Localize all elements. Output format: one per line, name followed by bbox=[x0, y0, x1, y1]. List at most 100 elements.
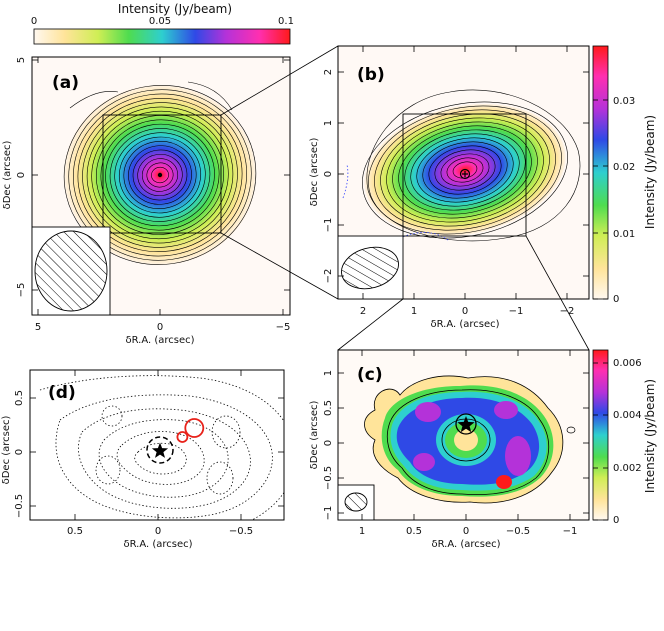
panel-c-star-marker bbox=[457, 416, 475, 433]
colorbar-c-gradient bbox=[592, 349, 609, 521]
panel-b-label: (b) bbox=[357, 65, 385, 85]
colorbar-b-tick-1: 0.01 bbox=[613, 229, 635, 240]
panel-b-beam-ellipse bbox=[341, 246, 399, 290]
panel-a-star-marker bbox=[157, 172, 163, 178]
panel-c-xtick-0: 1 bbox=[359, 526, 365, 537]
panel-b-frame bbox=[337, 45, 590, 300]
panel-b-star-circle bbox=[459, 168, 471, 180]
panel-a-xtick-2: −5 bbox=[276, 322, 291, 333]
panel-a-xtick-1: 0 bbox=[157, 322, 163, 333]
panel-a-ticks bbox=[32, 57, 290, 315]
panel-d-frame bbox=[29, 369, 285, 521]
panel-b-ytick-0: 2 bbox=[323, 69, 334, 75]
panel-a-contour-level bbox=[68, 89, 252, 261]
panel-c-emission bbox=[364, 375, 576, 504]
panel-c-xlabel: δR.A. (arcsec) bbox=[431, 539, 500, 550]
colorbar-c-label: Intensity (Jy/beam) bbox=[643, 379, 657, 493]
panel-b-contour-outer bbox=[366, 89, 581, 242]
panel-d: (d) 0.5 0 −0.5 δR.A. (arcsec) 0.5 0 −0.5… bbox=[1, 369, 285, 550]
panel-b-contour-level bbox=[422, 141, 508, 199]
panel-d-red-circle bbox=[176, 431, 189, 443]
panel-c-xtick-2: 0 bbox=[463, 526, 469, 537]
panel-d-red-circles bbox=[176, 418, 205, 443]
panel-b-contour-level bbox=[374, 109, 556, 231]
colorbar-b-tick-3: 0.03 bbox=[613, 96, 635, 107]
panel-b: (b) 2 1 0 −1 −2 δR.A. (arcsec) 2 1 0 −1 … bbox=[309, 45, 657, 330]
panel-c-ticks bbox=[338, 350, 589, 520]
panel-b-contour-level bbox=[410, 133, 520, 207]
panel-d-dashed-circle bbox=[146, 436, 174, 464]
colorbar-c-tick-0: 0 bbox=[613, 515, 619, 526]
zoom-connector-b-c-right bbox=[525, 235, 590, 351]
colorbar-c-tick-1: 0.002 bbox=[613, 463, 642, 474]
panel-a-contour-level bbox=[91, 110, 229, 240]
panel-c-ytick-1: 0.5 bbox=[323, 400, 334, 416]
panel-a-contour-level bbox=[141, 158, 179, 192]
panel-a-xtick-0: 5 bbox=[35, 322, 41, 333]
panel-a-contour-level bbox=[132, 149, 188, 201]
panel-a-contour-level bbox=[146, 162, 174, 188]
panel-b-star-cross bbox=[462, 171, 468, 177]
panel-b-contour-level bbox=[380, 113, 550, 227]
panel-d-red-circle bbox=[184, 418, 205, 438]
panel-d-ytick-1: 0 bbox=[14, 449, 25, 455]
panel-a-contour-level bbox=[118, 136, 202, 214]
panel-b-contour-level bbox=[446, 157, 484, 183]
panel-d-xtick-0: 0.5 bbox=[67, 526, 83, 537]
panel-a-contours bbox=[63, 85, 257, 265]
panel-d-xtick-2: −0.5 bbox=[229, 526, 253, 537]
panel-c-ylabel: δDec (arcsec) bbox=[309, 400, 320, 469]
panel-a-contour-level bbox=[77, 97, 243, 253]
panel-b-contour-level bbox=[398, 125, 532, 215]
panel-b-contour-level bbox=[416, 137, 514, 203]
panel-b-xtick-0: 2 bbox=[360, 306, 366, 317]
panel-b-ytick-4: −2 bbox=[323, 269, 334, 284]
panel-a-contour-level bbox=[109, 128, 211, 222]
panel-b-xlabel: δR.A. (arcsec) bbox=[430, 319, 499, 330]
colorbar-b-tick-0: 0 bbox=[613, 294, 619, 305]
panel-d-xtick-1: 0 bbox=[155, 526, 161, 537]
panel-b-ticks bbox=[338, 46, 589, 299]
panel-a-contour-level bbox=[137, 153, 183, 197]
panel-a-contour-level bbox=[86, 106, 234, 244]
panel-c-frame bbox=[337, 349, 590, 521]
colorbar-top-label: Intensity (Jy/beam) bbox=[118, 2, 232, 16]
panel-c-star-circle bbox=[455, 413, 477, 435]
panel-d-ytick-0: 0.5 bbox=[14, 390, 25, 406]
panel-b-ylabel: δDec (arcsec) bbox=[309, 137, 320, 206]
panel-d-ylabel: δDec (arcsec) bbox=[1, 415, 12, 484]
colorbar-top-tick-2: 0.1 bbox=[278, 16, 294, 27]
colorbar-top-gradient bbox=[33, 28, 291, 45]
panel-b-contour-level bbox=[440, 153, 490, 187]
panel-c-beam-ellipse bbox=[344, 492, 368, 512]
panel-a-contour-level bbox=[114, 132, 206, 218]
panel-a-contour-level bbox=[82, 102, 238, 248]
zoom-connector-a-b-top bbox=[220, 45, 339, 116]
colorbar-top-tick-1: 0.05 bbox=[149, 16, 171, 27]
zoom-connector-a-b-bottom bbox=[220, 232, 339, 300]
panel-a-ytick-0: 5 bbox=[16, 57, 27, 63]
panel-c-ytick-0: 1 bbox=[323, 370, 334, 376]
panel-b-contours bbox=[362, 89, 581, 242]
panel-a: (a) 5 0 −5 δR.A. (arcsec) 5 0 −5 δDec (a… bbox=[2, 56, 291, 346]
panel-a-zoom-box bbox=[102, 114, 222, 234]
colorbar-c-tick-2: 0.004 bbox=[613, 410, 642, 421]
panel-b-xtick-2: 0 bbox=[462, 306, 468, 317]
panel-b-contour-level bbox=[392, 121, 538, 219]
panel-b-contour-level bbox=[368, 105, 562, 235]
panel-b-contour-level bbox=[428, 145, 502, 195]
panel-a-xlabel: δR.A. (arcsec) bbox=[125, 335, 194, 346]
panel-b-ytick-1: 1 bbox=[323, 120, 334, 126]
zoom-connector-b-c-left bbox=[337, 298, 404, 351]
panel-b-contour-level bbox=[434, 149, 496, 191]
panel-d-contours bbox=[39, 375, 284, 520]
panel-a-contour-level bbox=[95, 115, 225, 235]
panel-b-ytick-3: −1 bbox=[323, 218, 334, 233]
panel-a-contour-level bbox=[63, 85, 257, 265]
panel-d-ticks bbox=[30, 370, 284, 520]
panel-a-contour-level bbox=[151, 166, 169, 184]
colorbar-b-tick-2: 0.02 bbox=[613, 162, 635, 173]
colorbar-c-tick-3: 0.006 bbox=[613, 358, 642, 369]
panel-b-contour-level bbox=[362, 101, 568, 239]
